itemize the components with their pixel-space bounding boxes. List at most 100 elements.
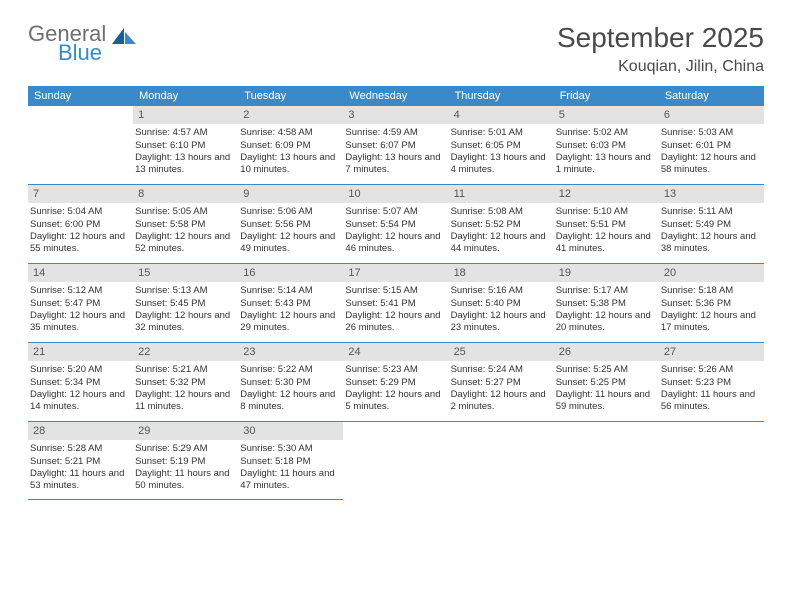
day-cell: 2Sunrise: 4:58 AMSunset: 6:09 PMDaylight… xyxy=(238,106,343,184)
sunrise-text: Sunrise: 4:59 AM xyxy=(345,127,443,139)
daylight-text: Daylight: 12 hours and 5 minutes. xyxy=(345,389,443,414)
daylight-text: Daylight: 12 hours and 44 minutes. xyxy=(451,231,549,256)
daylight-text: Daylight: 12 hours and 20 minutes. xyxy=(556,310,654,335)
daylight-text: Daylight: 13 hours and 4 minutes. xyxy=(451,152,549,177)
sunrise-text: Sunrise: 5:29 AM xyxy=(135,443,233,455)
day-cell: 15Sunrise: 5:13 AMSunset: 5:45 PMDayligh… xyxy=(133,264,238,342)
day-number: 19 xyxy=(554,264,659,282)
sunrise-text: Sunrise: 5:02 AM xyxy=(556,127,654,139)
day-cell: 10Sunrise: 5:07 AMSunset: 5:54 PMDayligh… xyxy=(343,185,448,263)
daylight-text: Daylight: 12 hours and 17 minutes. xyxy=(661,310,759,335)
day-cell: 9Sunrise: 5:06 AMSunset: 5:56 PMDaylight… xyxy=(238,185,343,263)
day-body: Sunrise: 5:22 AMSunset: 5:30 PMDaylight:… xyxy=(238,361,343,417)
day-number: 18 xyxy=(449,264,554,282)
daylight-text: Daylight: 12 hours and 14 minutes. xyxy=(30,389,128,414)
sunset-text: Sunset: 5:41 PM xyxy=(345,298,443,310)
day-number: 28 xyxy=(28,422,133,440)
sunrise-text: Sunrise: 5:15 AM xyxy=(345,285,443,297)
sunset-text: Sunset: 5:18 PM xyxy=(240,456,338,468)
week-row: 1Sunrise: 4:57 AMSunset: 6:10 PMDaylight… xyxy=(28,106,764,185)
daylight-text: Daylight: 11 hours and 50 minutes. xyxy=(135,468,233,493)
day-cell: 4Sunrise: 5:01 AMSunset: 6:05 PMDaylight… xyxy=(449,106,554,184)
sunset-text: Sunset: 5:19 PM xyxy=(135,456,233,468)
daylight-text: Daylight: 12 hours and 32 minutes. xyxy=(135,310,233,335)
day-body: Sunrise: 5:29 AMSunset: 5:19 PMDaylight:… xyxy=(133,440,238,496)
calendar: Sunday Monday Tuesday Wednesday Thursday… xyxy=(28,86,764,500)
day-body: Sunrise: 5:24 AMSunset: 5:27 PMDaylight:… xyxy=(449,361,554,417)
day-cell: 12Sunrise: 5:10 AMSunset: 5:51 PMDayligh… xyxy=(554,185,659,263)
sunset-text: Sunset: 5:30 PM xyxy=(240,377,338,389)
day-number: 11 xyxy=(449,185,554,203)
day-body: Sunrise: 5:04 AMSunset: 6:00 PMDaylight:… xyxy=(28,203,133,259)
day-cell: 7Sunrise: 5:04 AMSunset: 6:00 PMDaylight… xyxy=(28,185,133,263)
day-number: 13 xyxy=(659,185,764,203)
day-cell: 1Sunrise: 4:57 AMSunset: 6:10 PMDaylight… xyxy=(133,106,238,184)
sunrise-text: Sunrise: 5:12 AM xyxy=(30,285,128,297)
day-body: Sunrise: 5:26 AMSunset: 5:23 PMDaylight:… xyxy=(659,361,764,417)
sunset-text: Sunset: 5:36 PM xyxy=(661,298,759,310)
sunset-text: Sunset: 5:29 PM xyxy=(345,377,443,389)
sunrise-text: Sunrise: 5:24 AM xyxy=(451,364,549,376)
daylight-text: Daylight: 12 hours and 2 minutes. xyxy=(451,389,549,414)
weekday-fri: Friday xyxy=(554,86,659,106)
day-cell: 5Sunrise: 5:02 AMSunset: 6:03 PMDaylight… xyxy=(554,106,659,184)
day-number: 29 xyxy=(133,422,238,440)
daylight-text: Daylight: 13 hours and 7 minutes. xyxy=(345,152,443,177)
sunrise-text: Sunrise: 5:20 AM xyxy=(30,364,128,376)
day-cell: 21Sunrise: 5:20 AMSunset: 5:34 PMDayligh… xyxy=(28,343,133,421)
day-cell xyxy=(659,422,764,500)
sunset-text: Sunset: 5:45 PM xyxy=(135,298,233,310)
daylight-text: Daylight: 11 hours and 47 minutes. xyxy=(240,468,338,493)
week-row: 28Sunrise: 5:28 AMSunset: 5:21 PMDayligh… xyxy=(28,422,764,500)
day-cell: 24Sunrise: 5:23 AMSunset: 5:29 PMDayligh… xyxy=(343,343,448,421)
day-cell: 20 Sunrise: 5:18 AMSunset: 5:36 PMDayligh… xyxy=(659,264,764,342)
day-cell: 14Sunrise: 5:12 AMSunset: 5:47 PMDayligh… xyxy=(28,264,133,342)
sunset-text: Sunset: 6:03 PM xyxy=(556,140,654,152)
sunset-text: Sunset: 5:23 PM xyxy=(661,377,759,389)
day-number: 1 xyxy=(133,106,238,124)
sunrise-text: Sunrise: 5:28 AM xyxy=(30,443,128,455)
sunset-text: Sunset: 6:01 PM xyxy=(661,140,759,152)
brand-logo: General Blue xyxy=(28,22,138,64)
sunset-text: Sunset: 5:27 PM xyxy=(451,377,549,389)
daylight-text: Daylight: 12 hours and 46 minutes. xyxy=(345,231,443,256)
sunset-text: Sunset: 5:43 PM xyxy=(240,298,338,310)
sunset-text: Sunset: 5:32 PM xyxy=(135,377,233,389)
day-body: Sunrise: 5:05 AMSunset: 5:58 PMDaylight:… xyxy=(133,203,238,259)
day-cell: 22Sunrise: 5:21 AMSunset: 5:32 PMDayligh… xyxy=(133,343,238,421)
day-cell: 29Sunrise: 5:29 AMSunset: 5:19 PMDayligh… xyxy=(133,422,238,500)
day-number: 25 xyxy=(449,343,554,361)
daylight-text: Daylight: 11 hours and 59 minutes. xyxy=(556,389,654,414)
sunrise-text: Sunrise: 5:05 AM xyxy=(135,206,233,218)
day-number: 8 xyxy=(133,185,238,203)
day-cell: 13Sunrise: 5:11 AMSunset: 5:49 PMDayligh… xyxy=(659,185,764,263)
brand-blue: Blue xyxy=(58,41,106,64)
daylight-text: Daylight: 12 hours and 55 minutes. xyxy=(30,231,128,256)
day-cell: 8Sunrise: 5:05 AMSunset: 5:58 PMDaylight… xyxy=(133,185,238,263)
day-cell xyxy=(28,106,133,184)
day-number: 2 xyxy=(238,106,343,124)
weekday-sat: Saturday xyxy=(659,86,764,106)
sunset-text: Sunset: 5:54 PM xyxy=(345,219,443,231)
sunset-text: Sunset: 5:34 PM xyxy=(30,377,128,389)
day-number: 7 xyxy=(28,185,133,203)
day-number: 24 xyxy=(343,343,448,361)
day-cell: 19Sunrise: 5:17 AMSunset: 5:38 PMDayligh… xyxy=(554,264,659,342)
day-body: Sunrise: 4:59 AMSunset: 6:07 PMDaylight:… xyxy=(343,124,448,180)
day-number: 20 xyxy=(659,264,764,282)
sunrise-text: Sunrise: 5:18 AM xyxy=(661,285,759,297)
day-number: 22 xyxy=(133,343,238,361)
sunset-text: Sunset: 5:40 PM xyxy=(451,298,549,310)
daylight-text: Daylight: 12 hours and 35 minutes. xyxy=(30,310,128,335)
daylight-text: Daylight: 11 hours and 56 minutes. xyxy=(661,389,759,414)
sunrise-text: Sunrise: 5:07 AM xyxy=(345,206,443,218)
daylight-text: Daylight: 12 hours and 38 minutes. xyxy=(661,231,759,256)
sunrise-text: Sunrise: 5:30 AM xyxy=(240,443,338,455)
sunrise-text: Sunrise: 4:58 AM xyxy=(240,127,338,139)
weekday-sun: Sunday xyxy=(28,86,133,106)
day-cell xyxy=(343,422,448,500)
day-body: Sunrise: 4:57 AMSunset: 6:10 PMDaylight:… xyxy=(133,124,238,180)
day-number: 23 xyxy=(238,343,343,361)
sunrise-text: Sunrise: 5:11 AM xyxy=(661,206,759,218)
day-cell: 30Sunrise: 5:30 AMSunset: 5:18 PMDayligh… xyxy=(238,422,343,500)
